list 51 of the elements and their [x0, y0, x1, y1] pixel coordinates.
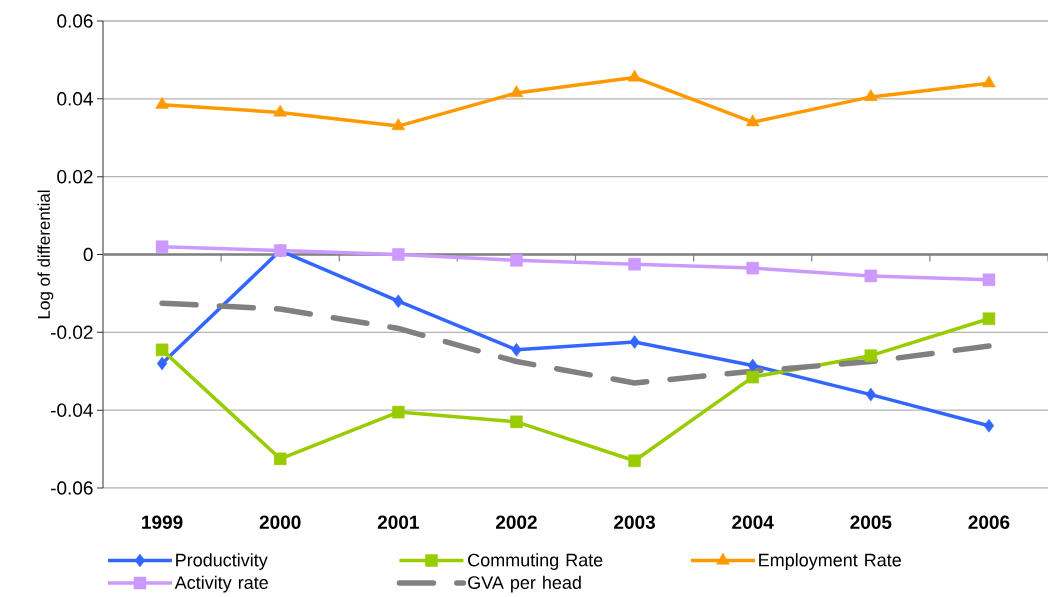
- y-tick-label: 0: [83, 247, 93, 262]
- x-tick-label: 2002: [495, 515, 537, 529]
- point: [983, 418, 995, 433]
- y-tick-label: 0.06: [57, 14, 93, 28]
- x-tick-label: 2004: [732, 515, 774, 529]
- y-tick-label: -0.04: [51, 403, 93, 417]
- point: [864, 89, 878, 101]
- legend-label: Commuting Rate: [468, 553, 603, 570]
- point: [746, 370, 759, 384]
- point: [156, 356, 168, 371]
- point: [746, 261, 759, 275]
- x-tick-label: 2006: [968, 515, 1010, 529]
- point: [391, 118, 406, 131]
- legend-label: GVA per head: [468, 575, 581, 593]
- point: [982, 312, 996, 325]
- legend-label: Employment Rate: [759, 553, 901, 570]
- point: [628, 454, 641, 468]
- point: [628, 257, 641, 271]
- point: [629, 335, 640, 349]
- legend-label: Activity rate: [174, 575, 268, 593]
- point: [155, 96, 169, 109]
- point: [392, 405, 405, 419]
- y-tick-label: -0.06: [51, 481, 93, 495]
- point: [864, 269, 878, 283]
- point: [510, 254, 523, 267]
- x-tick-label: 2001: [377, 515, 419, 529]
- x-tick-label: 1999: [142, 515, 183, 529]
- point: [393, 294, 404, 308]
- point: [865, 387, 876, 402]
- point: [745, 114, 760, 127]
- y-tick-label: -0.02: [51, 325, 93, 340]
- point: [982, 273, 996, 287]
- y-tick-label: 0.02: [57, 169, 93, 184]
- point: [273, 104, 287, 117]
- point: [982, 75, 996, 88]
- point: [510, 415, 523, 429]
- point: [627, 69, 642, 82]
- point: [392, 248, 405, 261]
- point: [511, 343, 522, 357]
- point: [864, 349, 878, 362]
- x-tick-label: 2005: [850, 515, 892, 529]
- point: [747, 358, 758, 373]
- y-tick-label: 0.04: [57, 92, 93, 106]
- point: [509, 85, 524, 97]
- y-axis-title: Log of differential: [37, 190, 54, 319]
- legend-label: Productivity: [176, 553, 268, 570]
- point: [155, 343, 169, 357]
- point: [273, 452, 287, 466]
- x-tick-label: 2000: [259, 515, 301, 529]
- x-tick-label: 2003: [614, 515, 656, 530]
- point: [155, 240, 169, 253]
